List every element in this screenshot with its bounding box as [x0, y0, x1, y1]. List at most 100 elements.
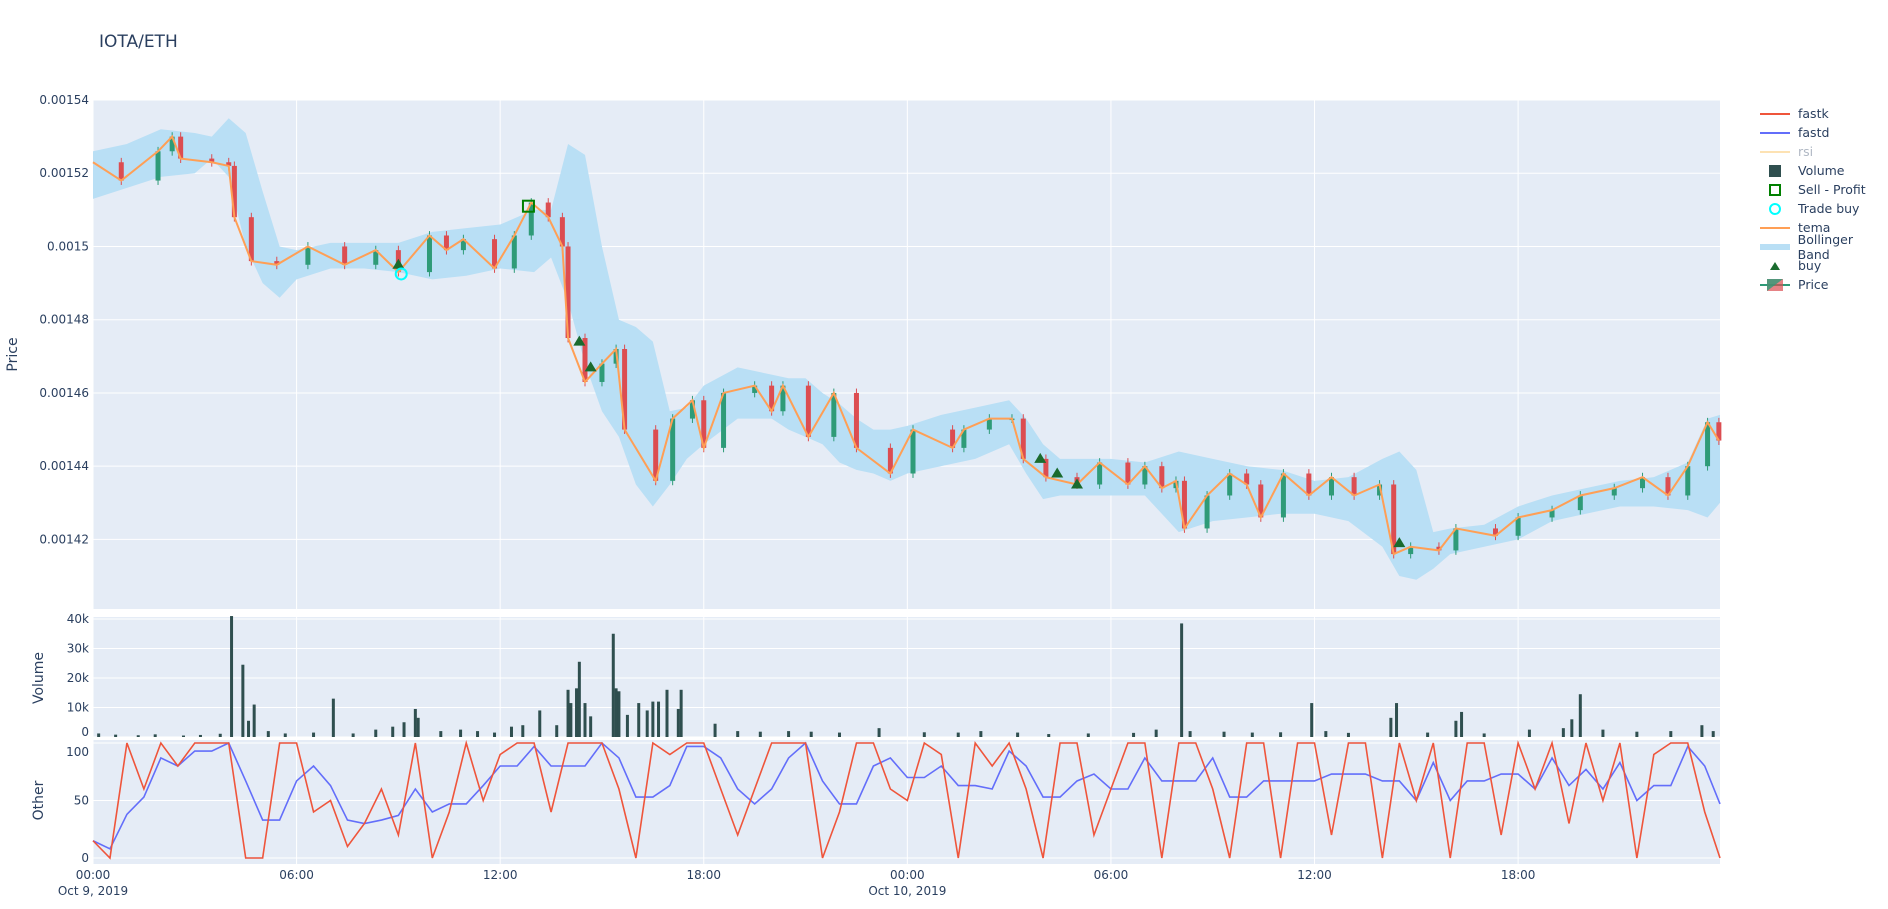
candle-decreasing: [226, 162, 232, 166]
candle-increasing: [831, 392, 837, 437]
candle-increasing: [910, 429, 916, 474]
volume-bar: [1346, 732, 1350, 737]
candle-decreasing: [231, 165, 237, 218]
candle-decreasing: [701, 400, 707, 448]
other-axis-title: Other: [31, 780, 47, 820]
candle-increasing: [373, 250, 379, 265]
volume-bar: [1426, 732, 1430, 737]
candle-increasing: [528, 202, 534, 236]
other-panel-bg: [93, 740, 1720, 864]
volume-bar: [1324, 731, 1328, 737]
volume-bar: [1047, 734, 1051, 737]
volume-panel-bg: [93, 617, 1720, 737]
volume-ytick-label: 20k: [67, 671, 89, 685]
x-tick-label: 18:00: [686, 868, 721, 882]
volume-bar: [1561, 728, 1565, 737]
candle-decreasing: [1391, 484, 1397, 555]
candle-increasing: [780, 385, 786, 412]
volume-bar: [1180, 623, 1184, 737]
volume-bar: [1154, 729, 1158, 737]
volume-bar: [114, 734, 118, 737]
other-ytick-label: 0: [81, 851, 89, 865]
candle-increasing: [1705, 422, 1711, 467]
legend-label: tema: [1798, 220, 1831, 235]
x-tick-label: 12:00: [483, 868, 518, 882]
legend-item-buy[interactable]: buy: [1758, 256, 1888, 275]
volume-bar: [374, 729, 378, 737]
buy-marker: [1071, 478, 1084, 489]
volume-bar: [247, 720, 251, 737]
legend: fastk fastd rsi Volume Sell - Profit Trade bu…: [1758, 104, 1888, 294]
legend-item-volume[interactable]: Volume: [1758, 161, 1888, 180]
volume-bar: [312, 732, 316, 737]
candle-increasing: [1515, 517, 1521, 536]
candle-increasing: [460, 239, 466, 251]
trade-buy-marker: [394, 267, 408, 281]
candle-increasing: [1377, 484, 1383, 496]
volume-bar: [230, 616, 234, 737]
buy-marker: [392, 258, 405, 269]
triangle-up-icon: [1758, 259, 1792, 273]
candle-increasing: [155, 151, 161, 181]
line-orange-icon: [1758, 221, 1792, 235]
legend-item-fastk[interactable]: fastk: [1758, 104, 1888, 123]
candle-increasing: [1611, 488, 1617, 496]
volume-bar: [459, 729, 463, 737]
candle-increasing: [1408, 546, 1414, 555]
other-ytick-label: 100: [66, 745, 89, 759]
candle-decreasing: [1181, 480, 1187, 529]
x-tick-label: 18:00: [1501, 868, 1536, 882]
volume-bar: [637, 703, 641, 737]
candle-decreasing: [853, 392, 859, 448]
fastk-line: [92, 739, 1721, 860]
legend-item-rsi[interactable]: rsi: [1758, 142, 1888, 161]
legend-item-tema[interactable]: tema: [1758, 218, 1888, 237]
legend-label: rsi: [1798, 144, 1814, 159]
volume-bar: [1570, 719, 1574, 737]
volume-bar: [1700, 725, 1704, 737]
legend-item-trade-buy[interactable]: Trade buy: [1758, 199, 1888, 218]
bollinger-band: [93, 118, 1720, 580]
volume-bar: [181, 735, 185, 737]
legend-item-fastd[interactable]: fastd: [1758, 123, 1888, 142]
volume-bar: [391, 726, 395, 737]
volume-bar: [1310, 703, 1314, 737]
sell-profit-marker: [521, 199, 535, 213]
legend-item-bollinger-band[interactable]: Bollinger Band: [1758, 232, 1888, 262]
volume-bar: [1527, 729, 1531, 737]
buy-marker: [584, 361, 597, 372]
volume-bar: [1389, 717, 1393, 737]
x-tick-label: 00:00: [76, 868, 111, 882]
volume-bar: [1016, 732, 1020, 737]
x-tick-label: 06:00: [1094, 868, 1129, 882]
legend-label: buy: [1798, 258, 1822, 273]
volume-bar: [1279, 732, 1283, 737]
candlestick-icon: [1758, 278, 1792, 292]
legend-item-price[interactable]: Price: [1758, 275, 1888, 294]
candle-decreasing: [1306, 473, 1312, 496]
volume-bar: [136, 735, 140, 737]
price-ytick-label: 0.00144: [39, 459, 89, 473]
candle-increasing: [1685, 466, 1691, 496]
volume-bar: [577, 661, 581, 737]
line-blue-icon: [1758, 126, 1792, 140]
volume-bar: [1250, 732, 1254, 737]
candle-decreasing: [342, 246, 348, 265]
legend-item-sell-profit[interactable]: Sell - Profit: [1758, 180, 1888, 199]
candle-decreasing: [1716, 422, 1722, 441]
candle-increasing: [1577, 495, 1583, 511]
candle-decreasing: [1665, 477, 1671, 496]
candle-decreasing: [559, 217, 565, 247]
candle-decreasing: [950, 429, 956, 448]
candle-decreasing: [248, 217, 254, 262]
legend-label: Price: [1798, 277, 1829, 292]
volume-bar: [1669, 731, 1673, 737]
candle-decreasing: [492, 239, 498, 269]
candle-decreasing: [1020, 418, 1026, 459]
volume-bar: [476, 731, 480, 737]
legend-label: Trade buy: [1798, 201, 1860, 216]
volume-bar: [614, 688, 618, 737]
candle-increasing: [752, 385, 758, 393]
